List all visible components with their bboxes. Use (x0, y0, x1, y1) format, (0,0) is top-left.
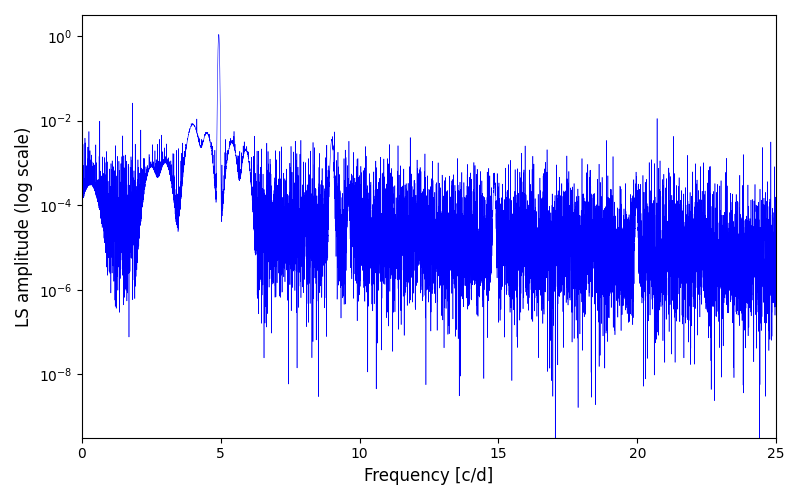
X-axis label: Frequency [c/d]: Frequency [c/d] (364, 467, 494, 485)
Y-axis label: LS amplitude (log scale): LS amplitude (log scale) (15, 126, 33, 326)
